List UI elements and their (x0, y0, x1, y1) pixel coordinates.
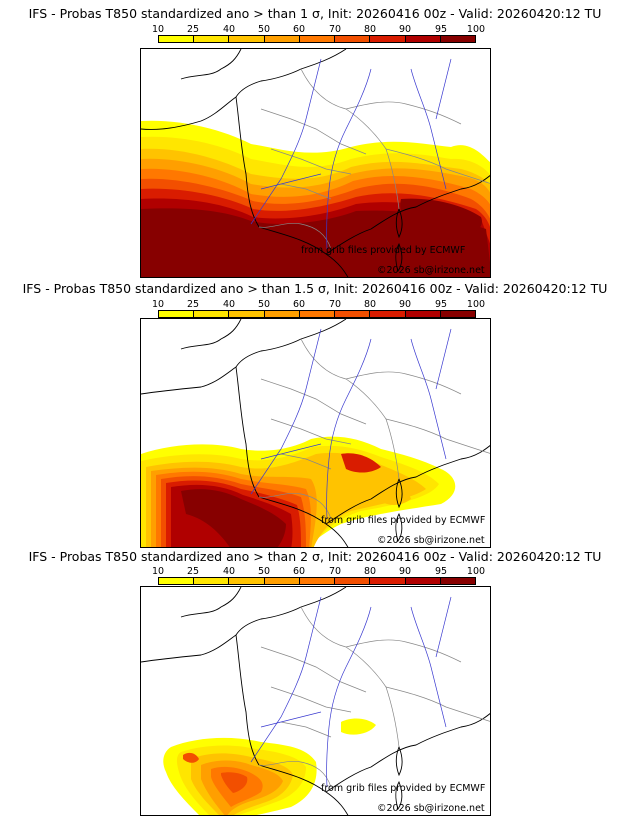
colorbar-swatches (158, 577, 476, 585)
probability-field (141, 120, 490, 277)
colorbar-swatch (440, 311, 475, 317)
map-canvas (141, 587, 490, 815)
tick-label: 10 (151, 299, 165, 310)
panel-title: IFS - Probas T850 standardized ano > tha… (28, 549, 602, 564)
tick-label: 95 (434, 566, 448, 577)
tick-label: 25 (186, 566, 200, 577)
tick-label: 70 (328, 566, 342, 577)
admin-borders (258, 606, 490, 788)
colorbar-swatch (159, 578, 195, 584)
tick-label: 90 (398, 566, 412, 577)
tick-label: 100 (466, 24, 486, 35)
colorbar-ticks: 10 25 40 50 60 70 80 90 95 100 (152, 24, 485, 35)
prob-band-95-east (400, 198, 482, 239)
panel-title: IFS - Probas T850 standardized ano > tha… (22, 281, 608, 296)
colorbar-swatch (229, 311, 265, 317)
tick-label: 80 (363, 24, 377, 35)
tick-label: 70 (328, 24, 342, 35)
tick-label: 80 (363, 299, 377, 310)
map-canvas (141, 319, 490, 547)
data-source-credit: from grib files provided by ECMWF (321, 515, 486, 526)
tick-label: 25 (186, 24, 200, 35)
colorbar-swatch (194, 578, 230, 584)
colorbar-swatch (194, 311, 230, 317)
colorbar-swatch (405, 36, 441, 42)
colorbar-swatch (370, 36, 406, 42)
map-canvas (141, 49, 490, 277)
probability-field (141, 436, 456, 547)
colorbar-swatches (158, 35, 476, 43)
tick-label: 40 (222, 299, 236, 310)
colorbar-swatch (264, 36, 300, 42)
colorbar-swatch (335, 36, 371, 42)
prob-band-95 (181, 489, 286, 547)
prob-band-95 (141, 208, 490, 277)
tick-label: 10 (151, 24, 165, 35)
tick-label: 95 (434, 24, 448, 35)
colorbar-ticks: 10 25 40 50 60 70 80 90 95 100 (152, 566, 485, 577)
probability-field (163, 718, 376, 815)
prob-band-70 (221, 772, 248, 793)
colorbar-swatch (440, 36, 475, 42)
data-source-credit: from grib files provided by ECMWF (321, 783, 486, 794)
coastlines (141, 49, 490, 277)
colorbar-swatch (159, 311, 195, 317)
prob-band-70-b (183, 752, 199, 763)
admin-borders (258, 68, 490, 250)
colorbar-swatch (264, 578, 300, 584)
colorbar-swatches (158, 310, 476, 318)
colorbar-swatch (264, 311, 300, 317)
colorbar-swatch (299, 578, 336, 584)
admin-borders (258, 338, 490, 520)
colorbar-swatch (405, 311, 441, 317)
colorbar-swatch (229, 36, 265, 42)
tick-label: 60 (292, 24, 306, 35)
rivers (250, 58, 452, 250)
colorbar-swatch (335, 578, 371, 584)
tick-label: 50 (257, 299, 271, 310)
tick-label: 100 (466, 566, 486, 577)
coastlines (141, 319, 490, 547)
rivers (250, 328, 452, 520)
prob-band-80-east (341, 453, 381, 473)
colorbar-swatch (159, 36, 195, 42)
tick-label: 70 (328, 299, 342, 310)
tick-label: 60 (292, 566, 306, 577)
copyright-credit: ©2026 sb@irizone.net (377, 803, 485, 814)
prob-band-10-corsica (341, 718, 376, 735)
data-source-credit: from grib files provided by ECMWF (301, 245, 466, 256)
tick-label: 10 (151, 566, 165, 577)
copyright-credit: ©2026 sb@irizone.net (377, 535, 485, 546)
tick-label: 60 (292, 299, 306, 310)
tick-label: 40 (222, 566, 236, 577)
colorbar-swatch (370, 578, 406, 584)
tick-label: 90 (398, 24, 412, 35)
tick-label: 95 (434, 299, 448, 310)
tick-label: 40 (222, 24, 236, 35)
tick-label: 50 (257, 24, 271, 35)
colorbar-ticks: 10 25 40 50 60 70 80 90 95 100 (152, 299, 485, 310)
colorbar-swatch (370, 311, 406, 317)
colorbar-swatch (229, 578, 265, 584)
probability-map: from grib files provided by ECMWF ©2026 … (140, 318, 491, 548)
colorbar-swatch (299, 311, 336, 317)
colorbar-swatch (335, 311, 371, 317)
panel-title: IFS - Probas T850 standardized ano > tha… (28, 6, 602, 21)
tick-label: 100 (466, 299, 486, 310)
prob-band-40-corsica (376, 482, 411, 505)
colorbar-swatch (440, 578, 475, 584)
probability-map: from grib files provided by ECMWF ©2026 … (140, 48, 491, 278)
probability-map: from grib files provided by ECMWF ©2026 … (140, 586, 491, 816)
colorbar-swatch (299, 36, 336, 42)
tick-label: 90 (398, 299, 412, 310)
copyright-credit: ©2026 sb@irizone.net (377, 265, 485, 276)
rivers (250, 596, 452, 788)
colorbar-swatch (194, 36, 230, 42)
colorbar-swatch (405, 578, 441, 584)
coastlines (141, 587, 490, 815)
tick-label: 80 (363, 566, 377, 577)
tick-label: 25 (186, 299, 200, 310)
tick-label: 50 (257, 566, 271, 577)
